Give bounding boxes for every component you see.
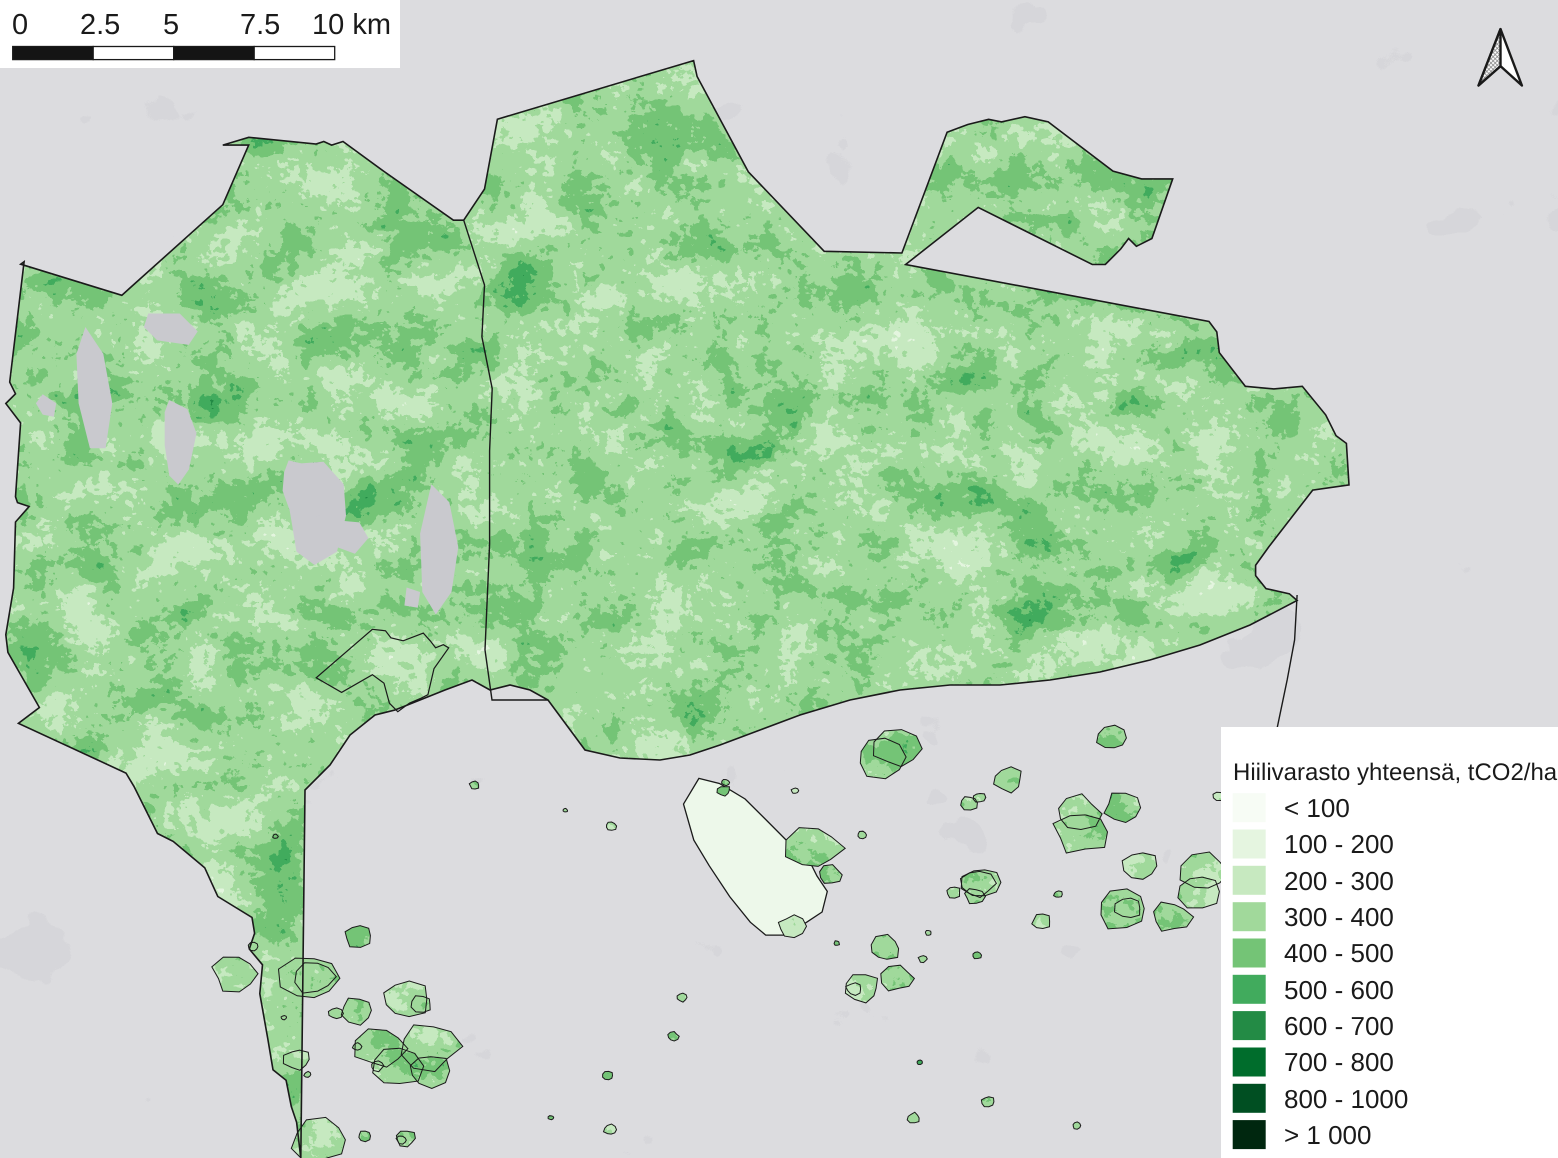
svg-text:2.5: 2.5 <box>80 9 120 41</box>
svg-text:< 100: < 100 <box>1284 793 1350 823</box>
svg-text:Hiilivarasto yhteensä, tCO2/ha: Hiilivarasto yhteensä, tCO2/ha <box>1233 759 1558 786</box>
svg-text:5: 5 <box>163 9 179 41</box>
svg-text:500 - 600: 500 - 600 <box>1284 975 1394 1005</box>
svg-text:0: 0 <box>12 9 28 41</box>
svg-text:700 - 800: 700 - 800 <box>1284 1047 1394 1077</box>
svg-text:300 - 400: 300 - 400 <box>1284 902 1394 932</box>
svg-text:10 km: 10 km <box>312 9 391 41</box>
svg-text:800 - 1000: 800 - 1000 <box>1284 1084 1408 1114</box>
svg-text:600 - 700: 600 - 700 <box>1284 1011 1394 1041</box>
svg-text:100 - 200: 100 - 200 <box>1284 829 1394 859</box>
svg-text:7.5: 7.5 <box>240 9 280 41</box>
svg-text:400 - 500: 400 - 500 <box>1284 938 1394 968</box>
svg-text:200 - 300: 200 - 300 <box>1284 866 1394 896</box>
svg-text:> 1 000: > 1 000 <box>1284 1120 1371 1150</box>
